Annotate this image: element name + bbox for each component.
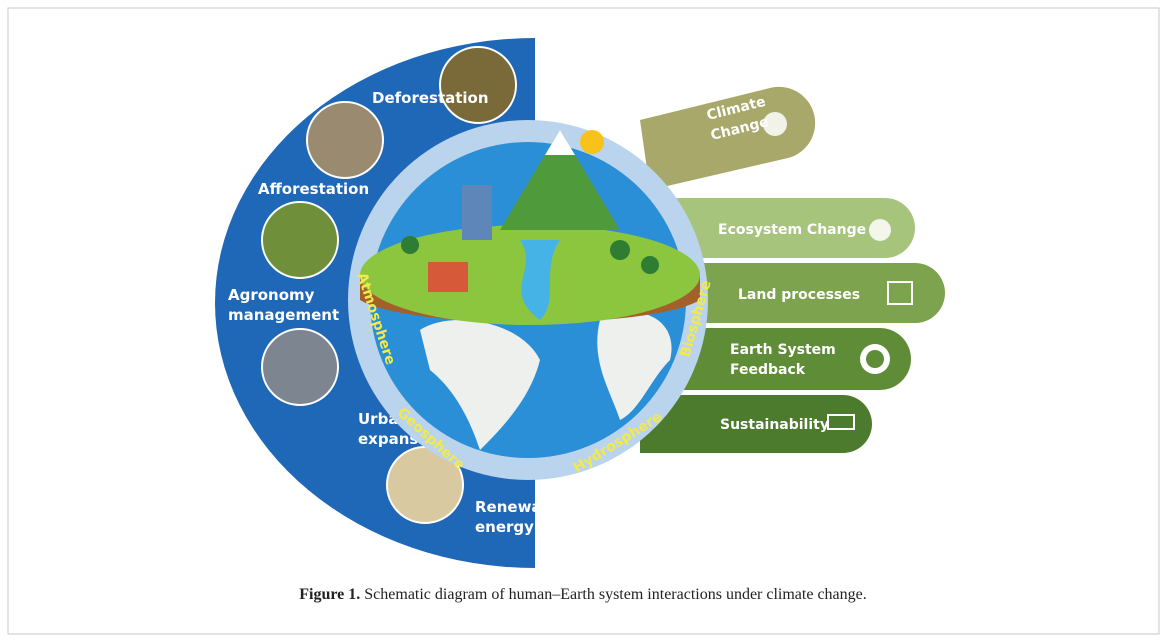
tree bbox=[401, 236, 419, 254]
caption-text: Schematic diagram of human–Earth system … bbox=[364, 586, 867, 603]
tree bbox=[641, 256, 659, 274]
activity-label: management bbox=[228, 306, 339, 324]
activity-label: Afforestation bbox=[258, 180, 369, 198]
impact-label: Earth System bbox=[730, 342, 836, 358]
figure: Climate Change Ecosystem Change Land pro… bbox=[0, 0, 1167, 641]
activity-label: Deforestation bbox=[372, 89, 489, 107]
photo bbox=[262, 202, 338, 278]
impact-label: Ecosystem Change bbox=[718, 222, 866, 238]
photo bbox=[440, 47, 516, 123]
impact-label: Land processes bbox=[738, 287, 860, 303]
activity-label: Renewable bbox=[475, 498, 568, 516]
icon bbox=[866, 350, 884, 368]
icon bbox=[869, 219, 891, 241]
impact-label: Feedback bbox=[730, 362, 806, 378]
activity-label: Agronomy bbox=[228, 286, 315, 304]
caption-label: Figure 1. bbox=[299, 586, 360, 603]
sun bbox=[580, 130, 604, 154]
tree bbox=[610, 240, 630, 260]
house bbox=[428, 262, 468, 292]
photo bbox=[307, 102, 383, 178]
photo bbox=[262, 329, 338, 405]
activity-label: energy use bbox=[475, 518, 569, 536]
building bbox=[462, 185, 492, 240]
caption: Figure 1. Schematic diagram of human–Ear… bbox=[299, 586, 867, 603]
impact-label: Sustainability bbox=[720, 417, 829, 433]
